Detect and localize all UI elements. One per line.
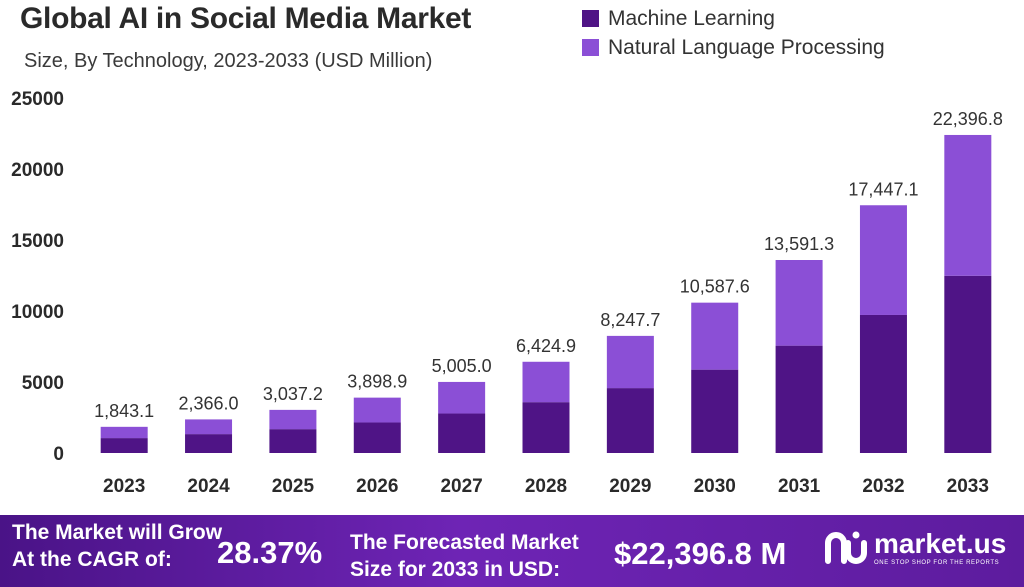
market-us-logo-icon xyxy=(825,531,867,564)
bar-machine-learning xyxy=(522,402,570,453)
bar-machine-learning xyxy=(353,422,401,453)
chart-title: Global AI in Social Media Market xyxy=(20,2,472,35)
footer-banner: The Market will Grow At the CAGR of: 28.… xyxy=(0,515,1024,587)
y-tick-label: 5000 xyxy=(22,373,64,394)
bar-nlp xyxy=(606,335,654,389)
x-tick-label: 2028 xyxy=(525,476,567,497)
bar-machine-learning xyxy=(438,413,486,453)
legend-item-nlp: Natural Language Processing xyxy=(582,33,885,62)
chart-legend: Machine Learning Natural Language Proces… xyxy=(582,4,885,62)
bar-total-label: 22,396.8 xyxy=(933,109,1003,129)
bar-nlp xyxy=(522,361,570,403)
bar-nlp xyxy=(775,260,823,346)
chart-subtitle: Size, By Technology, 2023-2033 (USD Mill… xyxy=(24,50,433,72)
bar-total-label: 13,591.3 xyxy=(764,234,834,254)
bar-machine-learning xyxy=(606,388,654,453)
y-tick-label: 15000 xyxy=(11,231,64,252)
y-tick-label: 20000 xyxy=(11,160,64,181)
x-tick-label: 2026 xyxy=(356,476,398,497)
cagr-value: 28.37% xyxy=(217,535,323,570)
bar-total-label: 17,447.1 xyxy=(848,179,918,199)
brand-tagline: ONE STOP SHOP FOR THE REPORTS xyxy=(874,560,1000,566)
legend-label-nlp: Natural Language Processing xyxy=(608,35,885,59)
bar-nlp xyxy=(269,409,317,430)
cagr-label-line1: The Market will Grow xyxy=(12,521,223,544)
bar-total-label: 3,037.2 xyxy=(263,384,323,404)
bar-machine-learning xyxy=(691,369,739,453)
x-tick-label: 2024 xyxy=(187,476,230,497)
bar-nlp xyxy=(353,397,401,423)
bar-total-label: 2,366.0 xyxy=(179,393,239,413)
bar-machine-learning xyxy=(859,314,907,453)
y-tick-label: 10000 xyxy=(11,302,64,323)
x-tick-label: 2029 xyxy=(609,476,651,497)
bar-total-label: 10,587.6 xyxy=(680,277,750,297)
forecast-label-line2: Size for 2033 in USD: xyxy=(350,558,561,581)
x-tick-label: 2032 xyxy=(862,476,904,497)
bar-machine-learning xyxy=(775,345,823,453)
bar-nlp xyxy=(100,426,148,439)
y-tick-label: 25000 xyxy=(11,89,64,110)
x-tick-label: 2033 xyxy=(947,476,989,497)
legend-swatch-nlp xyxy=(582,39,599,56)
x-tick-label: 2023 xyxy=(103,476,145,497)
y-tick-label: 0 xyxy=(53,444,64,465)
bar-nlp xyxy=(859,205,907,315)
bar-machine-learning xyxy=(944,275,992,453)
cagr-label: The Market will Grow At the CAGR of: xyxy=(12,519,222,573)
bar-machine-learning xyxy=(100,438,148,453)
bar-nlp xyxy=(944,134,992,276)
legend-swatch-machine-learning xyxy=(582,10,599,27)
bar-machine-learning xyxy=(185,434,233,453)
bar-nlp xyxy=(185,419,233,435)
legend-item-machine-learning: Machine Learning xyxy=(582,4,885,33)
bar-total-label: 3,898.9 xyxy=(347,372,407,392)
forecast-label-line1: The Forecasted Market xyxy=(350,531,579,554)
brand-name: market.us xyxy=(874,528,1007,559)
x-tick-label: 2025 xyxy=(272,476,315,497)
bar-total-label: 1,843.1 xyxy=(94,401,154,421)
bar-machine-learning xyxy=(269,429,317,453)
brand-logo[interactable]: market.us ONE STOP SHOP FOR THE REPORTS xyxy=(824,529,1006,566)
forecast-label: The Forecasted Market Size for 2033 in U… xyxy=(350,529,579,583)
bar-total-label: 8,247.7 xyxy=(600,310,660,330)
bar-total-label: 5,005.0 xyxy=(432,356,492,376)
bar-chart: 0 5000 10000 15000 20000 25000 1,843.1 2023 2,36… xyxy=(11,89,1003,497)
forecast-value: $22,396.8 M xyxy=(614,536,787,571)
bar-nlp xyxy=(691,302,739,370)
x-tick-label: 2031 xyxy=(778,476,821,497)
legend-label-machine-learning: Machine Learning xyxy=(608,6,775,30)
cagr-label-line2: At the CAGR of: xyxy=(12,548,172,571)
bar-total-label: 6,424.9 xyxy=(516,336,576,356)
x-tick-label: 2030 xyxy=(694,476,736,497)
x-tick-label: 2027 xyxy=(440,476,482,497)
bar-nlp xyxy=(438,381,486,414)
